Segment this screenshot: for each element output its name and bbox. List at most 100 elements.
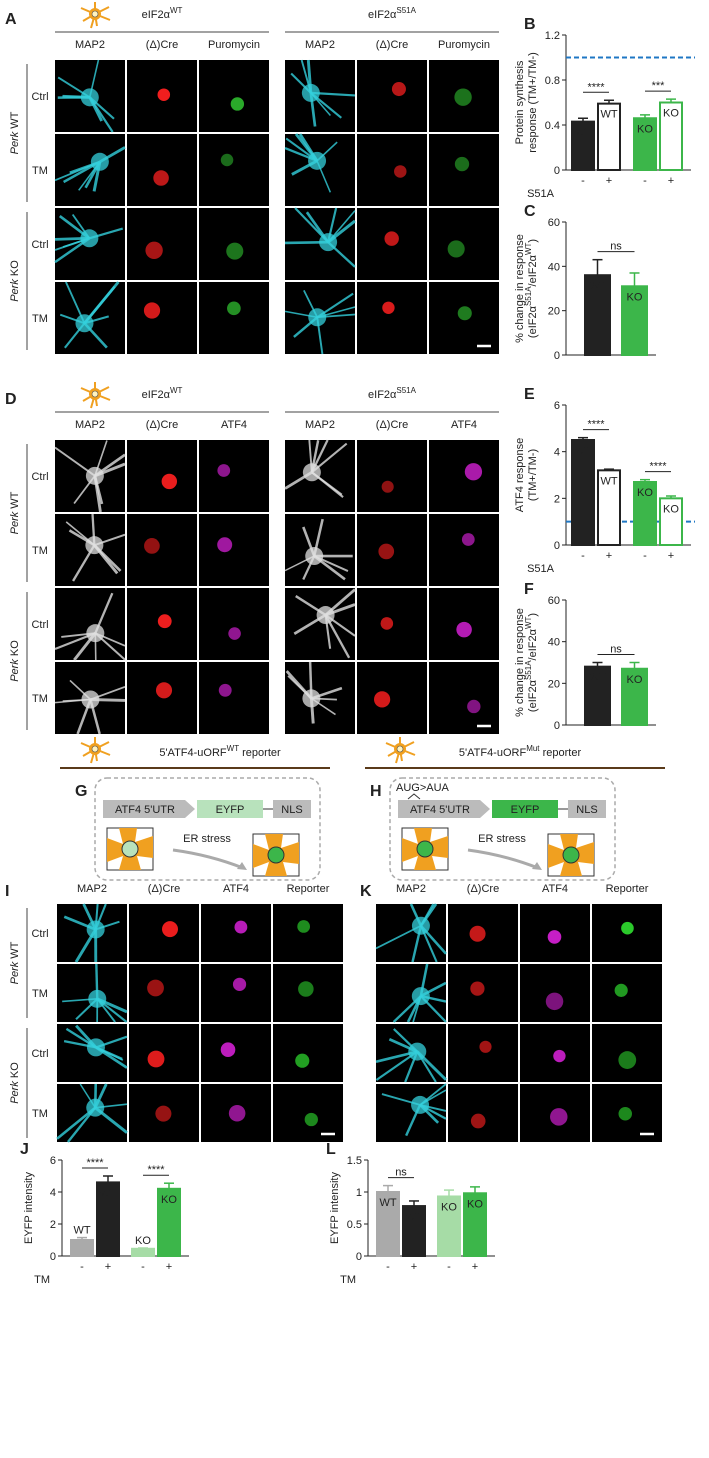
cell-nucleus — [121, 840, 139, 858]
stress-label: ER stress — [183, 833, 231, 845]
nucleus-signal — [618, 1106, 633, 1121]
group-label-part: KO — [9, 1062, 21, 1081]
soma — [302, 463, 321, 482]
bar-label: KO — [135, 1235, 151, 1247]
x-axis-label: S51A — [527, 563, 555, 575]
cell-nucleus — [416, 840, 434, 858]
sig-label: ns — [610, 241, 622, 253]
cell-nucleus — [562, 846, 580, 864]
neuron-icon — [80, 2, 111, 29]
nucleus-signal — [304, 1112, 318, 1127]
soma — [411, 916, 430, 935]
column-group-header-part: S51A — [396, 386, 416, 395]
panel-letter: L — [326, 1141, 336, 1158]
soma — [411, 987, 430, 1006]
y-axis-label-part: ) — [527, 613, 539, 617]
bar-label: WT — [589, 672, 606, 684]
y-axis-label-part: ) — [527, 239, 539, 243]
row-label: Ctrl — [31, 91, 48, 103]
bar-label: KO — [627, 291, 643, 303]
group-label-part: Perk — [9, 961, 21, 984]
y-tick-label: 0.8 — [545, 75, 560, 87]
soma — [316, 606, 335, 625]
row-label: TM — [32, 1108, 48, 1120]
nucleus-signal — [461, 533, 475, 546]
micrograph — [129, 964, 199, 1022]
micrograph — [199, 134, 269, 206]
bar-label: WT — [600, 109, 617, 121]
y-tick-label: 0.5 — [347, 1219, 362, 1231]
bar — [70, 1239, 94, 1257]
y-axis-label: (eIF2αS51A/eIF2αWT) — [524, 613, 539, 712]
nucleus-signal — [143, 302, 161, 319]
y-axis-label: Protein synthesis — [514, 60, 526, 144]
icon-nucleus — [91, 10, 99, 18]
channel-label: MAP2 — [305, 419, 335, 431]
bar-label: WT — [574, 445, 591, 457]
soma — [308, 308, 327, 327]
micrograph — [201, 904, 271, 962]
y-tick-label: 2 — [554, 493, 560, 505]
soma — [308, 151, 327, 170]
nucleus-signal — [147, 1050, 165, 1068]
micrograph — [357, 662, 427, 734]
x-tick-label: + — [472, 1261, 478, 1273]
column-group-header: eIF2αS51A — [368, 386, 417, 401]
x-tick-label: + — [668, 550, 674, 562]
micrograph — [357, 440, 427, 512]
soma — [305, 547, 324, 566]
y-axis-label: % change in response — [514, 234, 526, 343]
icon-nucleus — [91, 390, 99, 398]
y-axis-label-part: (eIF2α — [527, 305, 539, 338]
stress-arrow — [467, 848, 539, 870]
nucleus-signal — [457, 306, 472, 321]
column-group-header-part: eIF2α — [142, 389, 171, 401]
micrograph — [429, 514, 499, 586]
bar-label: KO — [637, 123, 653, 135]
row-label: Ctrl — [31, 239, 48, 251]
group-label-part: Perk — [9, 659, 21, 682]
y-tick-label: 4 — [50, 1187, 56, 1199]
micrograph — [273, 1024, 343, 1082]
panel-letter: A — [5, 11, 17, 28]
x-tick-label: + — [105, 1261, 111, 1273]
nucleus-signal — [227, 301, 241, 316]
soma — [88, 989, 107, 1008]
x-tick-label: + — [411, 1261, 417, 1273]
row-label: Ctrl — [31, 928, 48, 940]
icon-nucleus — [396, 745, 404, 753]
micrograph — [199, 60, 269, 132]
row-label: TM — [32, 988, 48, 1000]
nucleus-signal — [295, 1053, 310, 1068]
micrograph — [285, 60, 355, 132]
nucleus-signal — [550, 1108, 568, 1126]
y-tick-label: 6 — [50, 1155, 56, 1167]
nucleus-signal — [614, 983, 628, 997]
channel-label: Puromycin — [208, 39, 260, 51]
group-label-part: KO — [9, 260, 21, 279]
sig-label: *** — [652, 80, 666, 92]
stress-arrowhead — [532, 862, 542, 870]
group-label-part: Perk — [9, 279, 21, 302]
schematic-header-part: reporter — [540, 747, 582, 759]
nucleus-signal — [144, 538, 160, 554]
schematic-header: 5'ATF4-uORFWT reporter — [159, 744, 281, 759]
y-tick-label: 40 — [548, 637, 560, 649]
utr-arrow — [103, 800, 195, 818]
row-label: TM — [32, 545, 48, 557]
nucleus-signal — [226, 242, 244, 260]
nucleus-signal — [454, 88, 472, 106]
soma — [85, 466, 104, 485]
nucleus-signal — [217, 464, 231, 477]
y-tick-label: 1 — [356, 1187, 362, 1199]
nucleus-signal — [456, 621, 472, 638]
nucleus-signal — [228, 627, 241, 640]
row-label: Ctrl — [31, 471, 48, 483]
panel-letter: H — [370, 783, 382, 800]
sig-label: **** — [587, 81, 605, 93]
micrograph — [429, 208, 499, 280]
x-tick-label: - — [447, 1261, 451, 1273]
column-group-header-part: S51A — [396, 6, 416, 15]
x-tick-label: - — [141, 1261, 145, 1273]
bar-label: WT — [73, 1225, 90, 1237]
